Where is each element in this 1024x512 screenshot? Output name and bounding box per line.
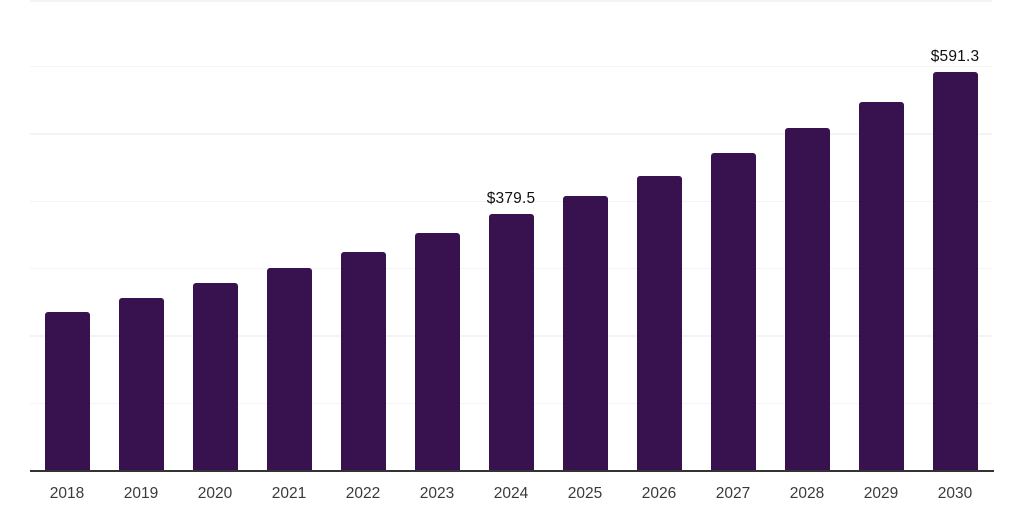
- x-tick-2024: 2024: [493, 485, 529, 502]
- x-tick-2019: 2019: [123, 485, 159, 502]
- bar-2030: [932, 71, 978, 470]
- x-tick-2020: 2020: [197, 485, 233, 502]
- x-tick-2029: 2029: [863, 485, 899, 502]
- gridline-400: [30, 200, 992, 203]
- bar-2029: [858, 102, 904, 470]
- bar-2018: [44, 311, 90, 470]
- bar-2020: [192, 283, 238, 470]
- value-label-2024: $379.5: [486, 190, 536, 208]
- bar-2024: [488, 214, 534, 470]
- bar-2026: [636, 175, 682, 470]
- x-tick-2023: 2023: [419, 485, 455, 502]
- x-axis-line: [30, 470, 994, 472]
- gridline-600: [30, 65, 992, 68]
- bar-2021: [266, 267, 312, 470]
- x-tick-2021: 2021: [271, 485, 307, 502]
- bar-2027: [710, 152, 756, 470]
- plot-area: $379.5 $591.3: [30, 0, 992, 470]
- bar-2019: [118, 298, 164, 470]
- x-tick-2025: 2025: [567, 485, 603, 502]
- bar-2028: [784, 127, 830, 470]
- x-tick-2027: 2027: [715, 485, 751, 502]
- bar-2023: [414, 232, 460, 470]
- x-axis-labels: 2018 2019 2020 2021 2022 2023 2024 2025 2026 2027…: [30, 483, 992, 507]
- x-tick-2030: 2030: [937, 485, 973, 502]
- bar-2025: [562, 196, 608, 470]
- gridline-700: [30, 0, 992, 2]
- x-tick-2022: 2022: [345, 485, 381, 502]
- x-tick-2018: 2018: [49, 485, 85, 502]
- gridline-500: [30, 133, 992, 135]
- bar-2022: [340, 251, 386, 470]
- x-tick-2026: 2026: [641, 485, 677, 502]
- value-label-2030: $591.3: [930, 47, 980, 65]
- x-tick-2028: 2028: [789, 485, 825, 502]
